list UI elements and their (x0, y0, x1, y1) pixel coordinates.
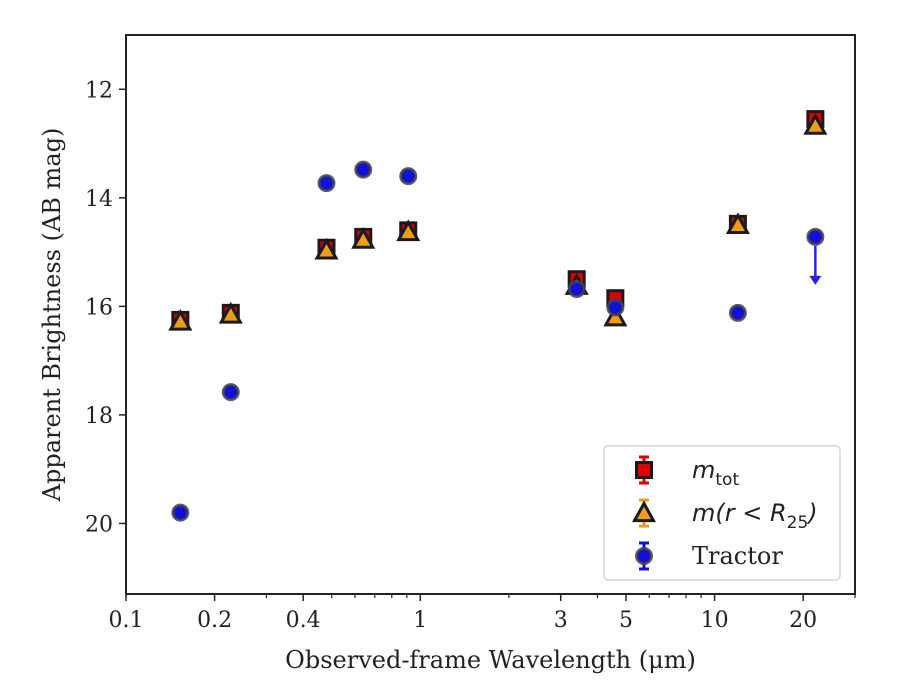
x-tick-label: 3 (554, 608, 568, 633)
plot-area-frame (125, 34, 856, 595)
y-tick-label: 16 (85, 295, 113, 320)
data-point-circle (567, 279, 586, 298)
legend-box (603, 445, 841, 581)
y-axis-ticks: 12 14 16 18 20 (85, 78, 126, 537)
x-tick-label: 1 (413, 608, 427, 633)
series-triangle-group (168, 113, 828, 331)
data-point-circle (606, 298, 625, 317)
upper-limit-arrow-head (809, 275, 822, 285)
x-tick-label: 0.1 (109, 608, 144, 633)
data-point-triangle (803, 113, 828, 135)
data-point-triangle (725, 212, 750, 235)
data-points (168, 110, 828, 522)
x-tick-label: 0.4 (286, 608, 321, 633)
legend-label: mtot (692, 456, 739, 490)
data-point-circle (354, 160, 373, 179)
series-square-group (171, 110, 825, 329)
data-point-circle (806, 227, 825, 246)
data-point-triangle (314, 237, 339, 260)
x-tick-label: 5 (619, 608, 633, 633)
x-tick-label: 20 (789, 608, 817, 633)
data-point-triangle (168, 308, 193, 331)
legend-marker-circle (635, 547, 653, 565)
data-point-triangle (396, 219, 421, 242)
x-tick-label: 10 (701, 608, 729, 633)
data-point-triangle (351, 227, 376, 249)
data-point-circle (171, 503, 190, 522)
y-axis-label: Apparent Brightness (AB mag) (38, 128, 66, 503)
y-tick-label: 20 (85, 512, 113, 537)
y-tick-label: 12 (85, 78, 113, 103)
x-axis-label: Observed-frame Wavelength (μm) (285, 646, 696, 674)
legend-label: Tractor (692, 542, 783, 570)
series-circle-group (171, 160, 825, 522)
y-tick-label: 18 (85, 404, 113, 429)
y-tick-label: 14 (85, 187, 113, 212)
legend-label: m(r < R25) (692, 499, 818, 533)
data-point-circle (317, 174, 336, 193)
data-point-triangle (218, 301, 243, 324)
x-tick-label: 0.2 (197, 608, 232, 633)
data-point-circle (399, 167, 418, 186)
x-axis-ticks: 0.1 0.2 0.4 1 3 5 10 20 (109, 594, 856, 633)
data-point-circle (221, 383, 240, 402)
legend-marker-triangle (631, 500, 657, 523)
legend-marker-square (635, 461, 653, 479)
legend: mtot m(r < R25) Tractor (603, 445, 841, 581)
data-point-circle (728, 303, 747, 322)
